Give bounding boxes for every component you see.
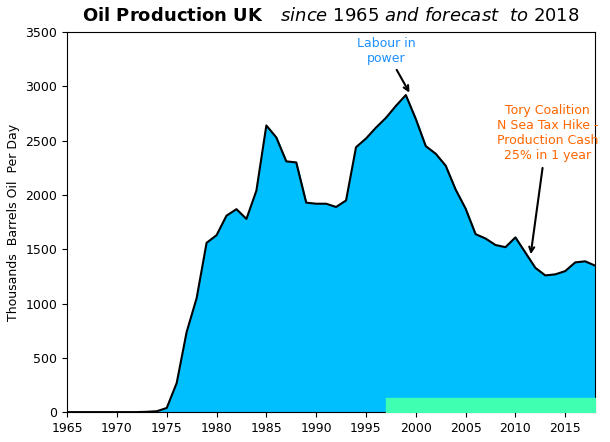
Y-axis label: Thousands  Barrels Oil  Per Day: Thousands Barrels Oil Per Day — [7, 124, 20, 321]
Text: Labour in
power: Labour in power — [357, 37, 415, 91]
Title: Oil Production UK   $\it{since\ 1965\ and\ forecast\ \ to\ 2018}$: Oil Production UK $\it{since\ 1965\ and\… — [82, 7, 580, 25]
Text: Tory Coalition
N Sea Tax Hike -
Production Cash
25% in 1 year: Tory Coalition N Sea Tax Hike - Producti… — [497, 104, 598, 252]
